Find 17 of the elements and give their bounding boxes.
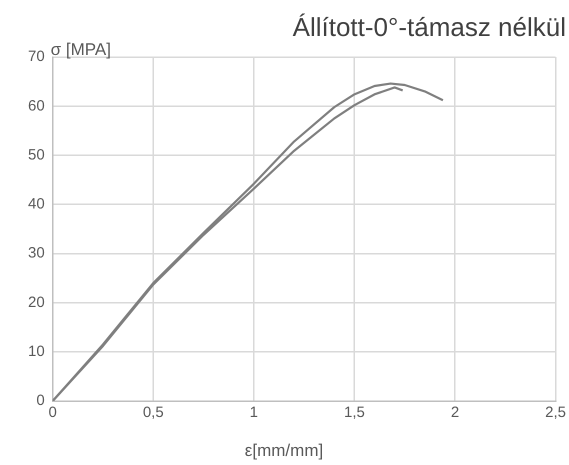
x-tick-label: 2,5 — [545, 404, 566, 422]
y-tick-label: 40 — [28, 196, 45, 213]
x-tick-label: 1 — [250, 404, 258, 422]
y-tick-label: 0 — [36, 392, 45, 410]
x-tick-label: 0,5 — [142, 404, 164, 422]
chart-title: Állított-0°-támasz nélkül — [292, 12, 566, 42]
x-axis-title: ε[mm/mm] — [244, 441, 324, 460]
x-tick-label: 2 — [450, 404, 460, 422]
x-tick-label: 1,5 — [344, 404, 365, 422]
y-tick-label: 30 — [28, 244, 45, 262]
x-tick-label: 0 — [48, 404, 57, 422]
y-tick-label: 10 — [28, 343, 45, 360]
y-axis-title: σ [MPA] — [50, 40, 111, 59]
y-tick-label: 50 — [28, 146, 45, 164]
y-tick-label: 20 — [28, 294, 45, 311]
y-tick-label: 70 — [28, 48, 45, 66]
y-tick-label: 60 — [28, 97, 45, 114]
